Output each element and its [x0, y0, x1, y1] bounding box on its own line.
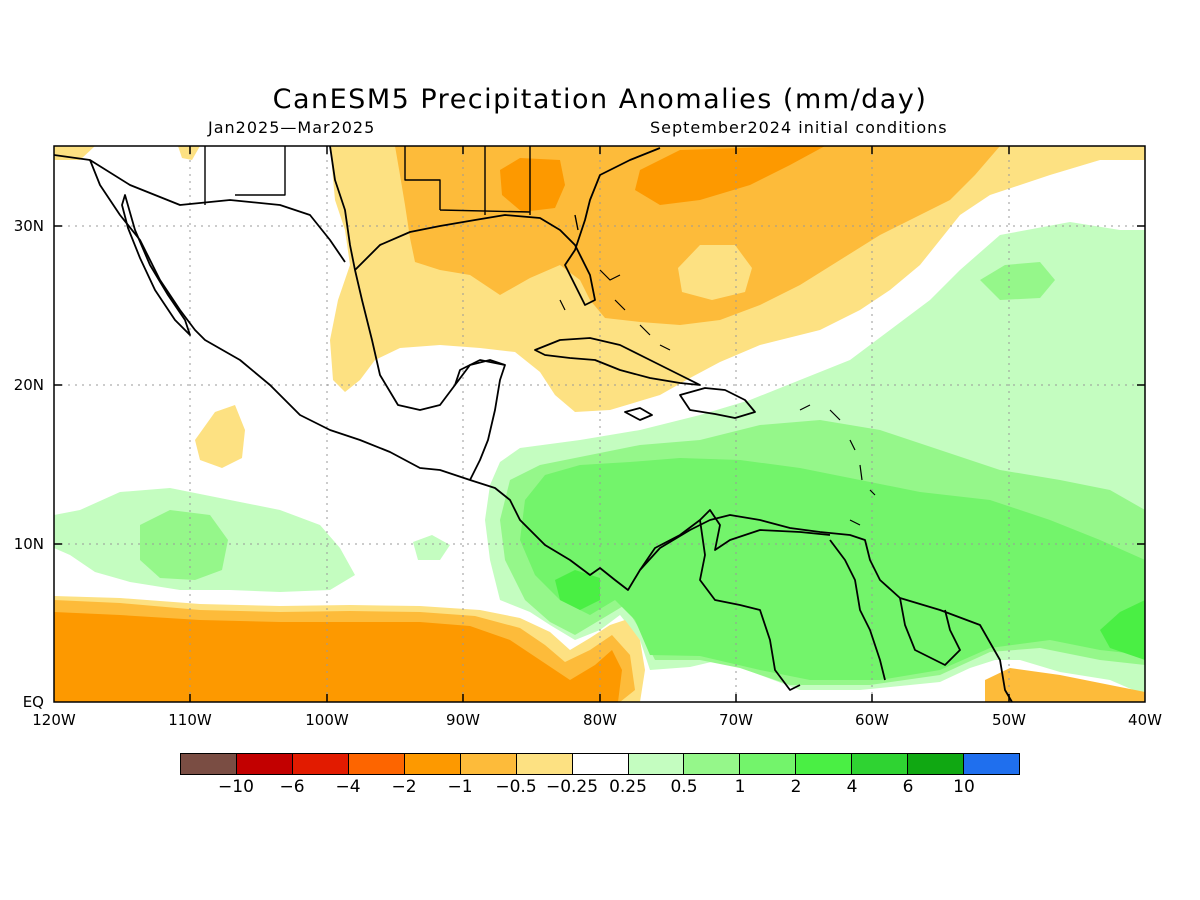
legend-swatch: [796, 754, 853, 774]
anomaly-yellow-patch-west: [195, 405, 245, 468]
coastline-venezuela-colombia: [639, 509, 831, 571]
lat-label-eq: EQ: [22, 693, 44, 711]
initial-conditions: September2024 initial conditions: [650, 118, 948, 137]
lon-label-50w: 50W: [992, 711, 1026, 729]
anomaly-white-gap: [720, 675, 790, 702]
coastline-yucatan: [454, 359, 506, 386]
legend-label: 2: [790, 777, 802, 797]
legend-swatch: [908, 754, 965, 774]
lon-label-70w: 70W: [719, 711, 753, 729]
legend-label: 10: [953, 777, 975, 797]
coastline-gulf-of-mexico: [329, 146, 506, 481]
legend-swatch: [852, 754, 909, 774]
legend-label: −0.5: [495, 777, 537, 797]
legend-label: −4: [335, 777, 361, 797]
anomaly-green-pacific-east: [413, 535, 450, 560]
anomaly-green-atlantic-mid: [980, 262, 1055, 300]
map-title: CanESM5 Precipitation Anomalies (mm/day): [272, 84, 928, 115]
legend-swatch: [628, 754, 685, 774]
legend-label: 1: [734, 777, 746, 797]
legend-swatch: [181, 754, 237, 774]
legend-swatch: [516, 754, 573, 774]
graticule: [54, 146, 1145, 702]
lon-label-100w: 100W: [305, 711, 349, 729]
coastline-us-gulf: [354, 147, 661, 306]
axis-ticks: [54, 146, 1145, 702]
anomaly-green-pacific-mid: [140, 510, 228, 580]
legend-label: −1: [447, 777, 473, 797]
legend-label: 0.25: [609, 777, 647, 797]
anomaly-green-core-west: [555, 570, 600, 610]
anomaly-fields: [54, 146, 1145, 702]
legend-swatch: [348, 754, 405, 774]
border-us-mexico: [54, 154, 346, 263]
lon-label-90w: 90W: [446, 711, 480, 729]
lat-label-10n: 10N: [13, 535, 44, 553]
coastline-cuba-islands: [559, 269, 876, 526]
legend-swatch: [740, 754, 797, 774]
legend-label: −10: [218, 777, 254, 797]
legend-label: 0.5: [670, 777, 698, 797]
anomaly-yellow-n-edge: [178, 146, 200, 160]
lat-label-20n: 20N: [13, 376, 44, 394]
legend-swatch: [460, 754, 517, 774]
lon-label-80w: 80W: [583, 711, 617, 729]
color-legend: [180, 753, 1020, 775]
lon-label-60w: 60W: [855, 711, 889, 729]
legend-swatch: [964, 754, 1020, 774]
anomaly-green-core: [1100, 600, 1145, 660]
border-colombia-venezuela: [699, 519, 801, 691]
forecast-period: Jan2025—Mar2025: [208, 118, 376, 137]
coastline-hispaniola: [679, 387, 756, 419]
lon-label-40w: 40W: [1128, 711, 1162, 729]
anomaly-orange-south-core: [54, 612, 622, 702]
us-state-borders: [204, 146, 579, 231]
border-guyanas: [899, 597, 961, 666]
anomaly-orange-south-east: [985, 668, 1145, 702]
coastline-jamaica: [624, 407, 653, 421]
anomaly-yellow-bubble: [678, 245, 752, 300]
lat-label-30n: 30N: [13, 217, 44, 235]
coastline-cuba: [534, 337, 701, 386]
legend-label: −2: [391, 777, 417, 797]
legend-swatch: [572, 754, 629, 774]
legend-swatch: [292, 754, 349, 774]
legend-swatch: [236, 754, 293, 774]
legend-swatch: [404, 754, 461, 774]
anomaly-orange-core-east: [635, 146, 825, 205]
legend-swatch: [684, 754, 741, 774]
legend-label: 4: [846, 777, 858, 797]
coastline-mexico-central-america: [89, 159, 1013, 702]
coastline-baja: [121, 194, 191, 336]
lon-label-120w: 120W: [32, 711, 76, 729]
lon-label-110w: 110W: [168, 711, 212, 729]
coastlines: [54, 146, 1013, 702]
anomaly-green-strong: [520, 458, 1145, 680]
anomaly-orange-core: [500, 158, 565, 212]
legend-label: −6: [279, 777, 305, 797]
legend-label: −0.25: [545, 777, 599, 797]
border-venezuela-guyana: [829, 539, 886, 681]
legend-label: 6: [902, 777, 914, 797]
